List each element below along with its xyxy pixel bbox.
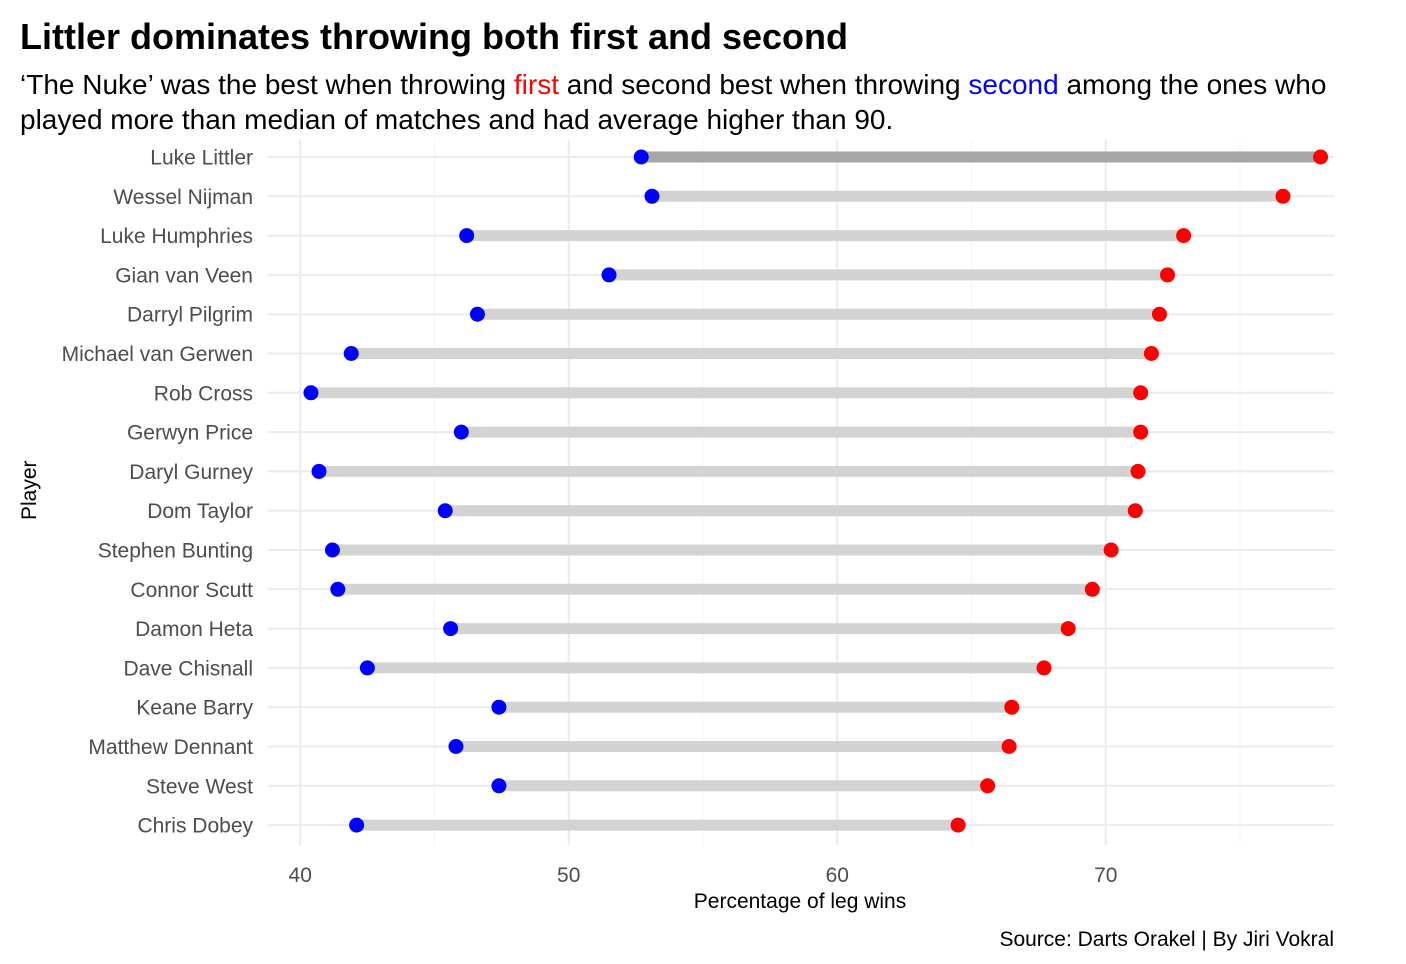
second-point: [644, 188, 660, 204]
first-point: [1176, 228, 1192, 244]
second-point: [343, 346, 359, 361]
subtitle-second-word: second: [968, 69, 1059, 100]
first-point: [1036, 660, 1052, 676]
second-point: [330, 581, 346, 597]
second-point: [601, 267, 617, 283]
second-point: [633, 149, 649, 165]
player-label: Luke Humphries: [100, 225, 253, 248]
player-label: Luke Littler: [150, 147, 253, 170]
player-label: Daryl Gurney: [129, 461, 253, 484]
player-label: Stephen Bunting: [98, 540, 253, 563]
x-tick-label: 60: [826, 864, 849, 887]
subtitle-first-word: first: [513, 69, 559, 100]
second-point: [491, 778, 507, 794]
chart-title: Littler dominates throwing both first an…: [20, 16, 849, 57]
second-point: [453, 424, 469, 440]
subtitle-text-1: ‘The Nuke’ was the best when throwing: [20, 69, 514, 100]
second-point: [324, 542, 340, 558]
first-point: [1275, 188, 1291, 204]
first-point: [1060, 621, 1076, 637]
dumbbell-bars: [310, 151, 1321, 831]
x-axis-ticks: 40 50 60 70: [289, 864, 1118, 887]
first-point: [1001, 739, 1017, 754]
player-label: Dom Taylor: [147, 500, 253, 523]
second-point: [311, 463, 327, 479]
grid-lines: [268, 140, 1334, 845]
player-label: Gerwyn Price: [127, 422, 253, 445]
first-point: [1103, 542, 1119, 558]
first-point: [980, 778, 996, 794]
player-label: Connor Scutt: [130, 579, 253, 602]
second-point: [349, 817, 365, 833]
chart-subtitle: ‘The Nuke’ was the best when throwing fi…: [20, 67, 1350, 137]
player-label: Matthew Dennant: [88, 736, 253, 759]
subtitle-text-2: and second best when throwing: [559, 69, 969, 100]
dumbbell-points: [303, 149, 1329, 833]
first-point: [1133, 424, 1149, 440]
player-label: Michael van Gerwen: [62, 343, 253, 366]
x-tick-label: 50: [557, 864, 580, 887]
first-point: [950, 817, 966, 833]
x-tick-label: 70: [1094, 864, 1117, 887]
second-point: [459, 228, 475, 244]
x-axis-title: Percentage of leg wins: [693, 890, 907, 913]
second-point: [359, 660, 375, 676]
first-point: [1130, 463, 1146, 479]
first-point: [1313, 149, 1329, 165]
second-point: [443, 621, 459, 637]
first-point: [1143, 346, 1159, 361]
player-label: Chris Dobey: [137, 815, 253, 838]
first-point: [1127, 503, 1143, 519]
player-label: Dave Chisnall: [123, 657, 253, 680]
first-point: [1160, 267, 1176, 283]
player-labels: Luke Littler Wessel Nijman Luke Humphries G…: [62, 147, 254, 838]
y-axis-title: Player: [18, 460, 41, 520]
player-label: Darryl Pilgrim: [127, 304, 253, 327]
second-point: [437, 503, 453, 519]
second-point: [491, 699, 507, 715]
caption: Source: Darts Orakel | By Jiri Vokral: [999, 928, 1334, 951]
first-point: [1084, 581, 1100, 597]
second-point: [303, 385, 319, 401]
second-point: [448, 739, 464, 754]
x-tick-label: 40: [289, 864, 312, 887]
player-label: Steve West: [146, 775, 253, 798]
first-point: [1151, 306, 1167, 322]
player-label: Gian van Veen: [115, 264, 253, 287]
subtitle-text-3: among the ones who played more than medi…: [20, 69, 1327, 135]
player-label: Rob Cross: [154, 382, 253, 405]
first-point: [1133, 385, 1149, 401]
first-point: [1004, 699, 1020, 715]
player-label: Keane Barry: [136, 697, 253, 720]
player-label: Damon Heta: [135, 618, 253, 641]
player-label: Wessel Nijman: [113, 186, 253, 209]
second-point: [469, 306, 485, 322]
